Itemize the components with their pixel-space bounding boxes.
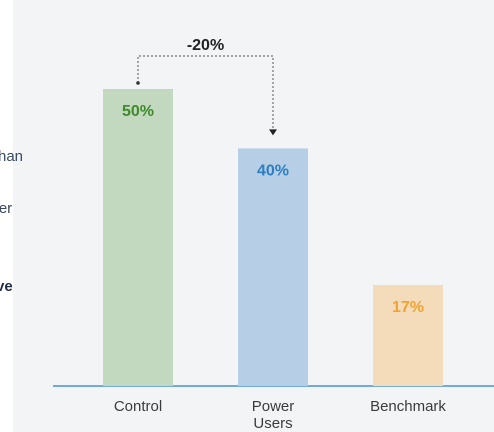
annotation-start-dot (136, 81, 140, 85)
left-panel-edge (0, 0, 13, 432)
x-tick-label: Control (114, 398, 162, 415)
side-text-fragment: wer (0, 200, 13, 217)
side-text-fragment: ve (0, 278, 13, 295)
side-text-fragment: han (0, 148, 24, 165)
bar-value-label: 40% (257, 162, 289, 179)
annotation-delta-label: -20% (187, 37, 224, 54)
bar (373, 285, 443, 386)
x-tick-label: Power (252, 398, 295, 415)
annotation-arrowhead (269, 129, 277, 136)
annotation-bracket (137, 55, 274, 130)
bar-value-label: 17% (392, 299, 424, 316)
bar-value-label: 50% (122, 103, 154, 120)
bar (103, 89, 173, 386)
x-tick-label: Users (253, 415, 292, 432)
x-tick-label: Benchmark (370, 398, 446, 415)
bar (238, 148, 308, 386)
